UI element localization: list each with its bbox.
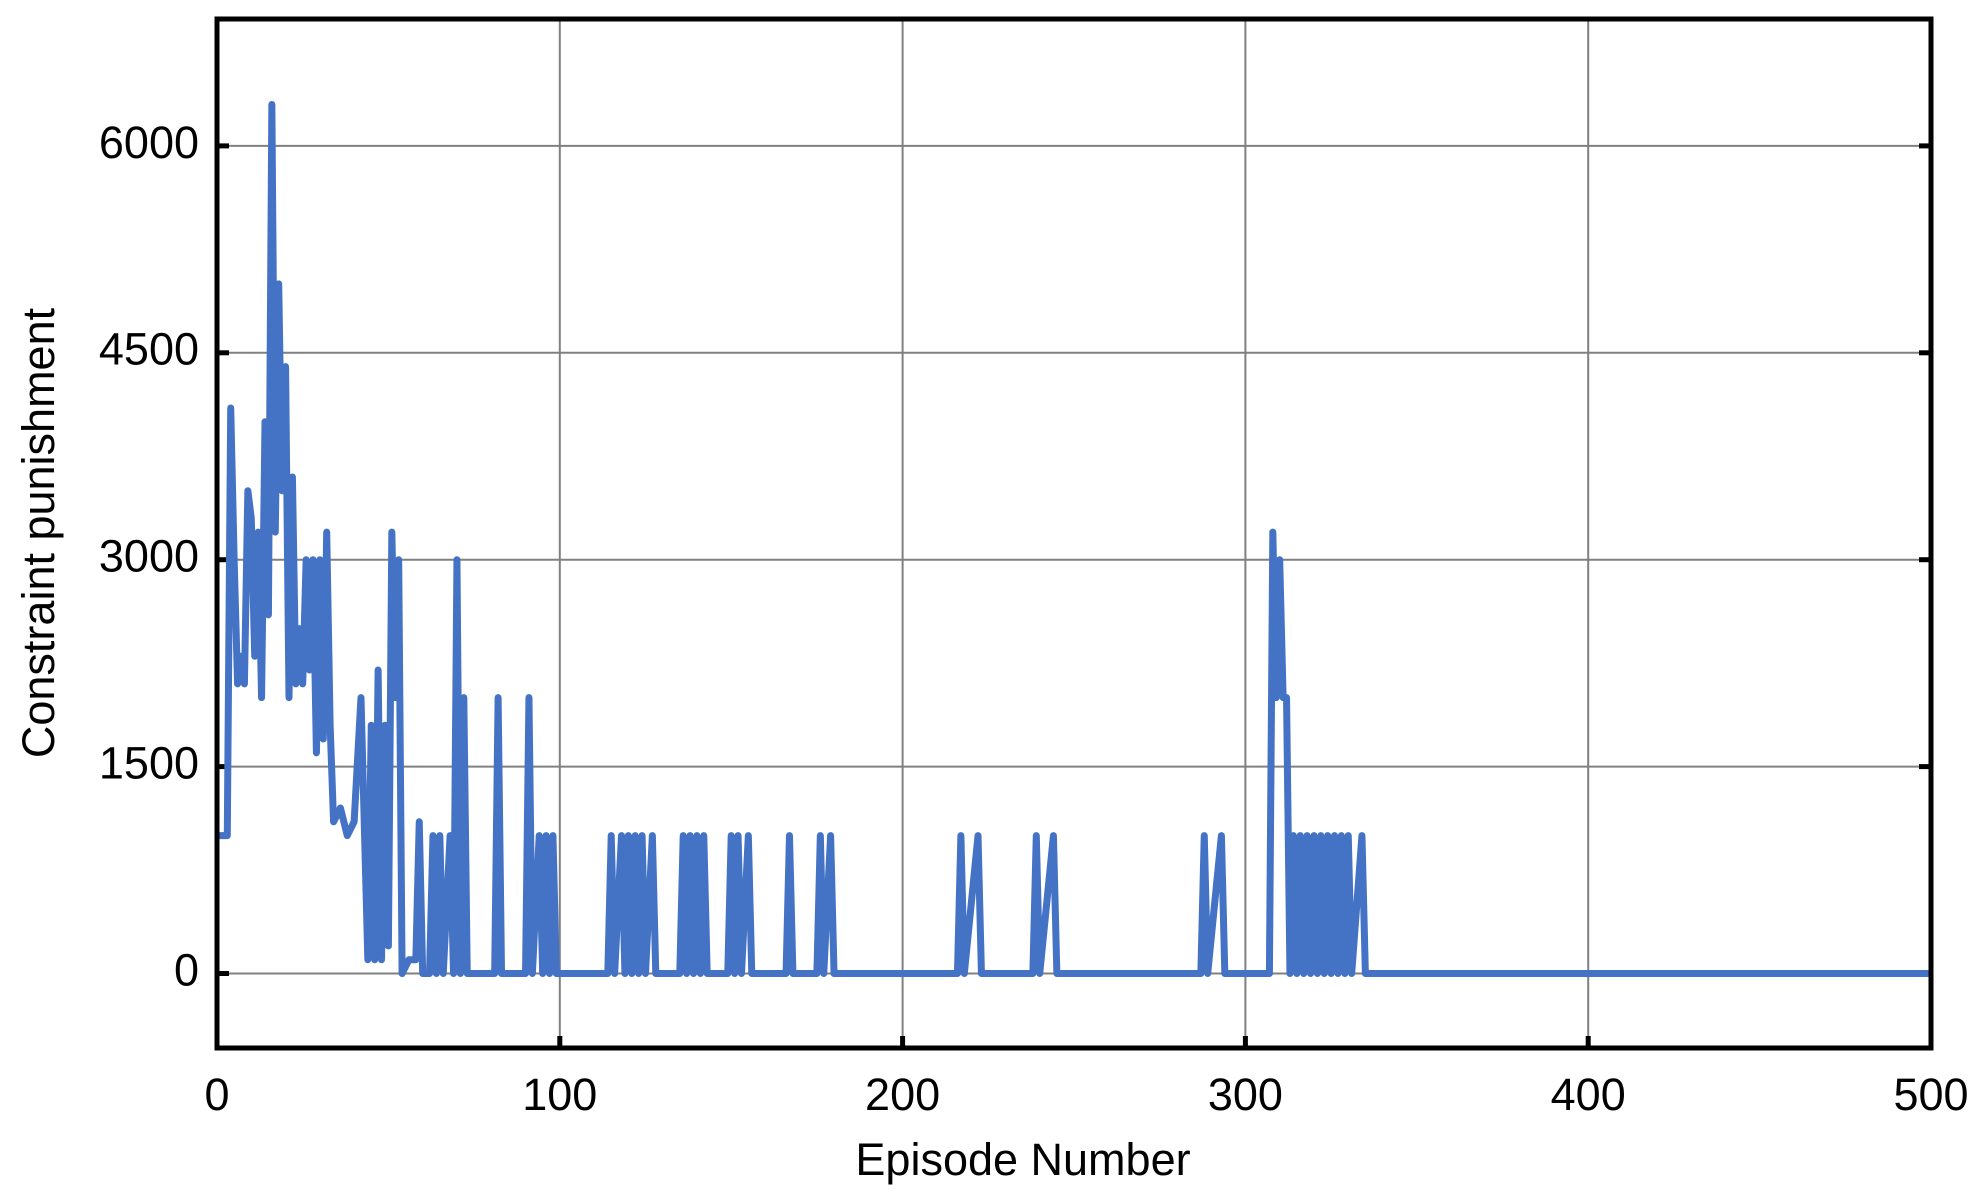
x-tick-label: 100 <box>522 1069 597 1120</box>
y-tick-label: 3000 <box>99 531 199 582</box>
x-tick-label: 400 <box>1551 1069 1626 1120</box>
y-tick-label: 6000 <box>99 117 199 168</box>
data-line <box>217 101 1931 978</box>
plot-frame <box>214 16 1934 1051</box>
x-tick-label: 200 <box>865 1069 940 1120</box>
y-axis-label: Constraint punishment <box>13 307 64 758</box>
x-tick-label: 0 <box>204 1069 229 1120</box>
y-tick-label: 4500 <box>99 324 199 375</box>
y-tick-label: 0 <box>174 944 199 995</box>
x-tick-label: 300 <box>1208 1069 1283 1120</box>
x-axis-label: Episode Number <box>855 1134 1190 1185</box>
x-tick-label: 500 <box>1893 1069 1968 1120</box>
y-tick-label: 1500 <box>99 738 199 789</box>
